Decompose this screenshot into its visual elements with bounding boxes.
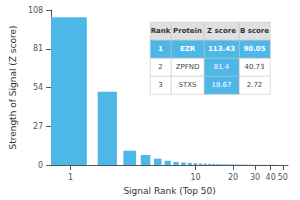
svg-text:18.67: 18.67 <box>211 81 231 89</box>
svg-text:108: 108 <box>28 6 43 15</box>
svg-text:10: 10 <box>190 173 200 182</box>
svg-text:1: 1 <box>158 45 163 53</box>
svg-text:54: 54 <box>33 83 43 92</box>
svg-text:30: 30 <box>250 173 260 182</box>
svg-text:2.72: 2.72 <box>247 81 263 89</box>
svg-text:EZR: EZR <box>180 45 196 53</box>
svg-text:B score: B score <box>240 27 269 35</box>
svg-text:Z score: Z score <box>207 27 236 35</box>
svg-text:90.05: 90.05 <box>243 45 265 53</box>
svg-text:Rank: Rank <box>151 27 171 35</box>
svg-text:0: 0 <box>38 161 43 170</box>
svg-text:113.43: 113.43 <box>208 45 235 53</box>
svg-text:ZPFND: ZPFND <box>176 63 200 71</box>
svg-text:40.73: 40.73 <box>244 63 264 71</box>
svg-text:2: 2 <box>158 63 162 71</box>
svg-text:3: 3 <box>158 81 162 89</box>
svg-text:81.4: 81.4 <box>214 63 230 71</box>
svg-text:Strength of Signal (Z score): Strength of Signal (Z score) <box>8 26 18 150</box>
svg-text:Signal Rank (Top 50): Signal Rank (Top 50) <box>123 186 215 196</box>
svg-text:50: 50 <box>278 173 288 182</box>
svg-text:1: 1 <box>68 173 73 182</box>
svg-text:27: 27 <box>33 122 43 131</box>
svg-text:20: 20 <box>228 173 238 182</box>
svg-text:40: 40 <box>266 173 276 182</box>
svg-text:STXS: STXS <box>179 81 198 89</box>
svg-text:Protein: Protein <box>173 27 202 35</box>
svg-text:81: 81 <box>33 44 43 53</box>
